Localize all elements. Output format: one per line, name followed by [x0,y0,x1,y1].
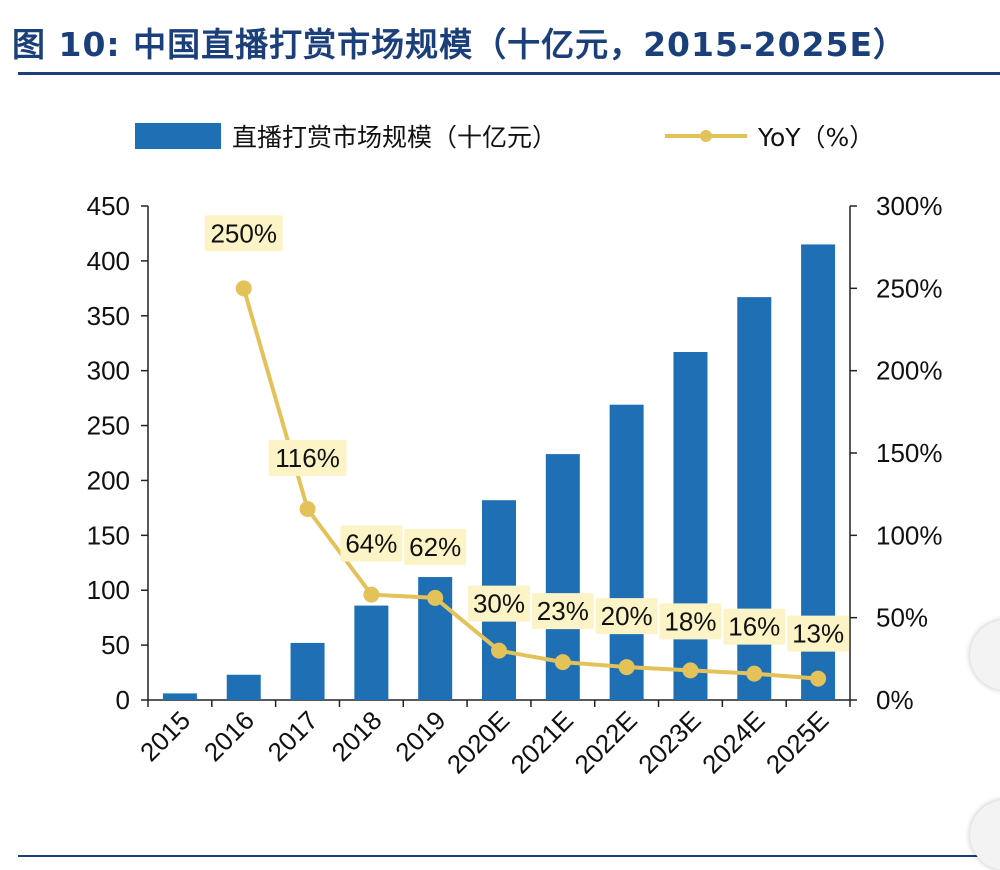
data-label-bg [723,608,786,645]
yoy-point [682,662,699,679]
bar-2015 [162,693,197,700]
data-label-2018: 64% [345,529,397,559]
yoy-point [554,654,571,671]
yoy-line [241,287,819,681]
bar-2018 [354,605,389,700]
x-tick-label: 2024E [696,705,770,779]
data-label-2016: 250% [210,218,277,248]
y-left-tick-label: 450 [87,191,130,221]
bar-2017 [290,642,325,700]
y-left-tick-label: 0 [116,685,130,715]
legend-line-label: YoY（%） [757,123,874,152]
y-right-tick-label: 50% [876,603,928,633]
x-tick-label: 2016 [198,705,260,767]
yoy-point [363,586,380,603]
yoy-point [235,280,252,297]
yoy-point [810,670,827,687]
bar-2016 [226,674,261,700]
bottom-divider [18,855,1000,857]
x-tick-label: 2022E [569,705,643,779]
x-tick-label: 2015 [134,705,196,767]
data-label-bg [659,603,722,640]
yoy-point [427,589,444,606]
data-label-2021E: 23% [537,596,589,626]
x-tick-label: 2018 [325,705,387,767]
y-left-tick-label: 400 [87,246,130,276]
y-left-tick-label: 250 [87,411,130,441]
x-tick-label: 2021E [505,705,579,779]
yoy-point [618,659,635,676]
yoy-point [299,500,316,517]
bar-2022E [609,404,644,700]
data-label-2019: 62% [409,532,461,562]
data-label-2025E: 13% [792,619,844,649]
chart-svg: 直播打赏市场规模（十亿元） YoY（%） 0 50 100 150 200 250 300 350… [87,123,943,779]
y-right-tick-label: 200% [876,356,943,386]
y-right-tick-label: 250% [876,273,943,303]
data-label-2023E: 18% [664,606,716,636]
legend-bar-label: 直播打赏市场规模（十亿元） [232,123,557,152]
title-divider [18,72,1000,75]
y-left-tick-label: 50 [101,630,130,660]
y-left-tick-label: 100 [87,575,130,605]
data-label-bg [595,598,658,635]
yoy-point [491,642,507,659]
y-right-tick-label: 0% [876,685,914,715]
data-label-bg [268,439,347,476]
x-tick-label: 2023E [632,705,706,779]
data-label-bg [204,215,283,252]
data-label-2022E: 20% [601,601,653,631]
data-label-bg [340,525,403,562]
data-label-2024E: 16% [728,612,780,642]
bar-2023E [673,352,708,700]
data-label-2020E: 30% [473,589,525,619]
data-label-bg [531,593,594,630]
legend-line-marker [700,130,712,142]
x-tick-label: 2020E [441,705,515,779]
data-label-2017: 116% [275,443,340,473]
y-left-tick-label: 200 [87,465,130,495]
x-tick-label: 2025E [760,705,834,779]
y-left-tick-label: 300 [87,356,130,386]
data-label-bg [404,528,467,565]
y-left-tick-label: 350 [87,301,130,331]
data-label-bg [787,615,850,652]
data-label-bg [468,585,530,622]
x-tick-label: 2017 [262,705,324,767]
y-right-tick-label: 100% [876,520,943,550]
y-left-tick-label: 150 [87,520,130,550]
yoy-point [746,665,763,682]
y-right-tick-label: 300% [876,191,943,221]
y-right-tick-label: 150% [876,438,943,468]
legend-bar-swatch [135,123,221,149]
figure-title: 图 10: 中国直播打赏市场规模（十亿元，2015-2025E） [12,25,908,64]
